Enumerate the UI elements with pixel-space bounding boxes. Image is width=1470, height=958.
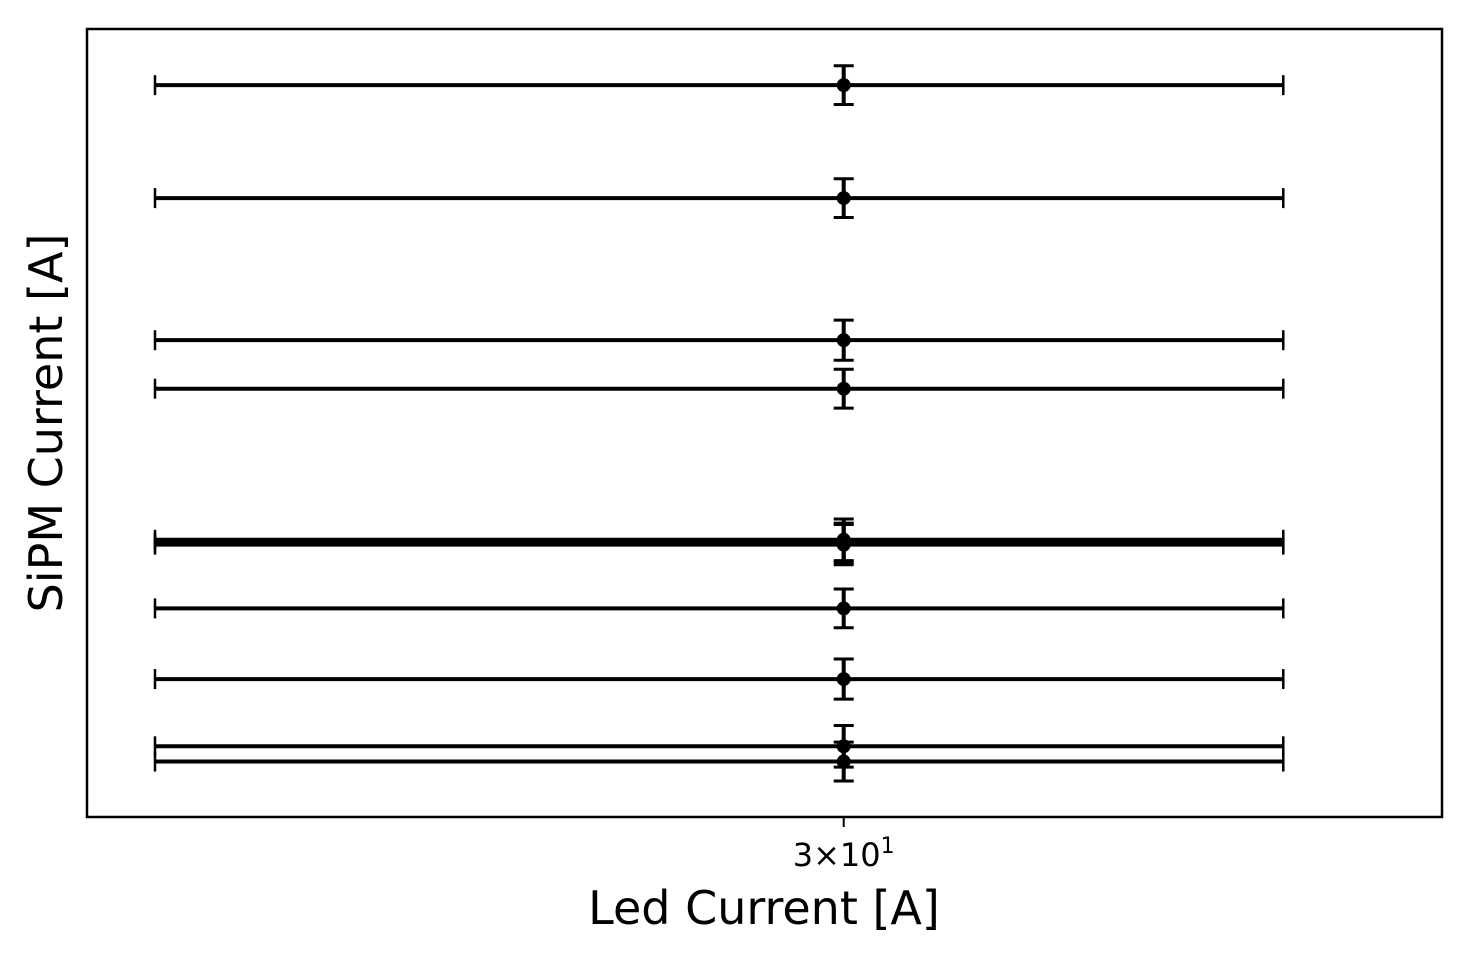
data-point [836,333,851,348]
data-point [836,191,851,206]
data-point [836,78,851,93]
data-point [836,381,851,396]
x-tick-times: × [813,836,840,874]
x-tick-mantissa: 3 [793,836,813,874]
x-tick-base: 10 [840,836,881,874]
x-tick-exponent: 1 [881,834,895,859]
plot-frame [85,27,1444,819]
data-marks [153,64,1285,783]
data-point [836,672,851,687]
x-tick-label: 3×101 [793,834,895,874]
data-point [836,754,851,769]
data-point [836,535,851,550]
x-axis-label: Led Current [A] [588,881,940,935]
y-axis-label: SiPM Current [A] [19,234,73,613]
data-point [836,601,851,616]
